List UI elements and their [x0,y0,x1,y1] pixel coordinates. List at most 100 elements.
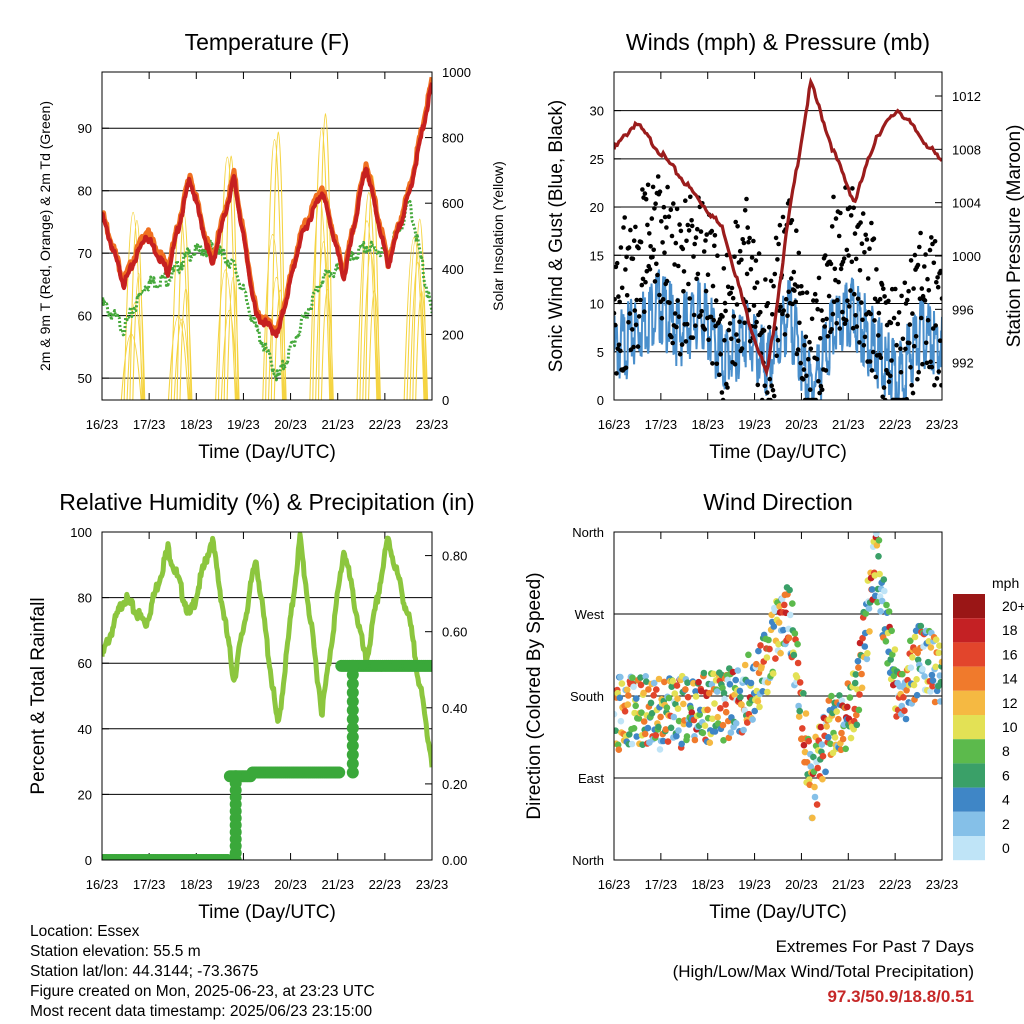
gust-point [777,222,783,228]
gust-point [888,320,894,326]
direction-point [924,658,932,666]
direction-point [819,752,827,760]
gust-point [879,282,885,288]
gust-point [695,226,700,232]
gust-point [814,298,819,304]
legend-swatch [953,787,985,812]
gust-point [853,256,859,262]
panel-3: Relative Humidity (%) & Precipitation (i… [28,489,475,923]
gust-point [840,309,845,315]
gust-point [793,299,798,305]
x-tick-label: 19/23 [738,877,771,892]
direction-point [819,775,826,783]
gust-point [749,255,755,260]
y2-axis-label: Station Pressure (Maroon) [1004,125,1024,348]
direction-point [692,688,699,695]
direction-point [623,686,631,694]
gust-point [729,285,735,291]
legend-title: mph [992,575,1019,591]
direction-point [692,693,700,700]
gust-point [640,276,646,282]
gust-point [927,247,933,253]
series-solar [120,113,429,400]
gust-point [807,339,812,345]
precip-point [346,766,359,779]
direction-point [842,745,849,753]
direction-point [809,814,816,822]
gust-point [780,214,786,220]
direction-point [633,733,640,740]
gust-point [893,286,898,292]
gust-point [902,280,908,286]
direction-point [674,705,682,712]
direction-point [673,732,680,740]
gust-point [792,288,797,293]
direction-point [618,680,626,687]
direction-point [665,694,673,702]
gust-point [814,356,820,362]
x-tick-label: 20/23 [274,877,307,892]
gust-point [768,278,774,284]
legend-swatch [953,811,985,836]
y2-tick-label: 1000 [952,249,981,264]
direction-point [865,605,873,612]
gust-point [686,281,691,287]
legend-swatch [953,594,985,619]
direction-point [902,715,910,723]
gust-point [744,271,750,277]
gust-point [862,334,868,340]
gust-point [698,229,704,234]
gust-point [695,271,701,277]
direction-point [877,608,884,615]
gust-point [755,382,761,388]
gust-point [786,289,791,295]
gust-point [788,276,794,281]
x-tick-label: 17/23 [645,877,678,892]
direction-point [695,678,702,686]
direction-point [655,723,662,731]
direction-point [873,542,881,549]
gust-point [756,251,762,256]
gust-point [908,258,914,263]
direction-point [616,694,624,702]
gust-point [698,313,703,318]
gust-point [850,325,856,331]
gust-point [704,232,709,237]
direction-point [757,642,764,649]
gust-point [645,182,651,188]
direction-point [929,677,937,684]
y2-axis-label: Solar Insolation (Yellow) [490,161,506,311]
direction-point [751,707,758,715]
precip-point [346,757,359,770]
gust-point [736,338,741,344]
direction-point [667,724,675,732]
gust-point [655,174,661,179]
x-axis-label: Time (Day/UTC) [709,902,847,923]
direction-point [882,638,890,645]
direction-point [827,740,834,748]
x-tick-label: 16/23 [86,417,119,432]
gust-point [638,239,644,245]
direction-point [756,703,763,711]
direction-point [836,692,843,699]
direction-point [637,681,645,689]
direction-point [690,680,697,687]
gust-point [660,240,665,245]
x-axis-label: Time (Day/UTC) [198,902,336,923]
gust-point [807,387,813,393]
gust-point [623,365,629,371]
gust-point [725,385,730,390]
direction-point [932,663,939,671]
gust-point [911,343,917,349]
gust-point [847,205,853,210]
y-tick-label: 60 [78,656,92,671]
x-tick-label: 18/23 [691,417,724,432]
gust-point [843,318,849,323]
gust-point [860,211,866,216]
gust-point [838,266,844,272]
gust-point [642,191,648,196]
direction-point [642,673,649,680]
gust-point [773,235,779,241]
gust-point [635,344,641,349]
gust-point [774,353,779,359]
